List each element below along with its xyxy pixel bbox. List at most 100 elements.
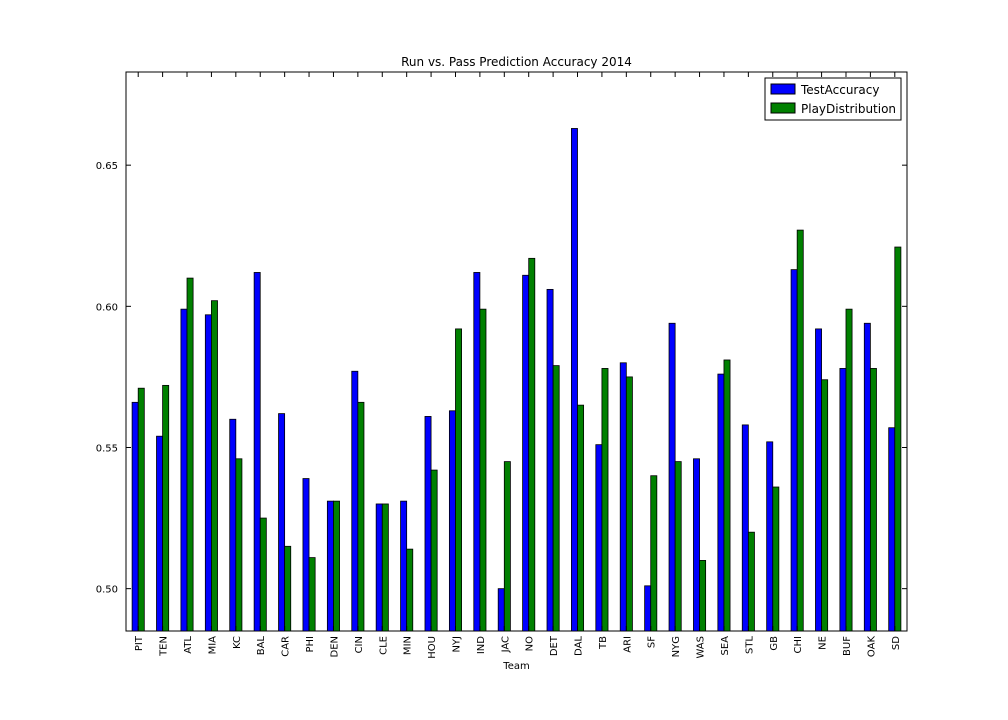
y-tick-label: 0.50	[96, 585, 118, 596]
bar-tb-testaccuracy	[595, 444, 603, 632]
bar-sd-playdistribution	[894, 246, 902, 632]
x-tick-label: TB	[598, 636, 609, 650]
x-tick-label: PIT	[134, 635, 145, 651]
x-tick-label: CLE	[378, 636, 389, 655]
bar-det-playdistribution	[552, 365, 560, 632]
bar-dal-playdistribution	[577, 404, 585, 632]
x-tick-label: NE	[818, 636, 829, 650]
y-tick-label: 0.65	[96, 161, 118, 172]
x-tick-label: BAL	[256, 636, 267, 656]
bar-bal-playdistribution	[259, 517, 267, 632]
x-axis-label: Team	[502, 661, 529, 672]
x-tick-label: IND	[476, 636, 487, 654]
bar-ind-testaccuracy	[473, 272, 481, 632]
x-tick-label: CHI	[793, 636, 804, 653]
legend-label-play-distribution: PlayDistribution	[801, 102, 896, 116]
legend: TestAccuracy PlayDistribution	[764, 77, 902, 121]
x-tick-label: DEN	[329, 636, 340, 658]
bar-hou-playdistribution	[430, 469, 438, 632]
bar-ten-playdistribution	[162, 384, 170, 632]
bar-car-playdistribution	[284, 545, 292, 632]
bar-sd-testaccuracy	[888, 427, 896, 632]
bar-nyj-testaccuracy	[448, 410, 456, 632]
bar-nyg-playdistribution	[674, 461, 682, 632]
bar-ne-playdistribution	[821, 379, 829, 632]
x-tick-label: NYJ	[451, 636, 462, 653]
plot-area	[125, 71, 908, 632]
bar-ari-playdistribution	[625, 376, 633, 632]
bar-den-playdistribution	[333, 500, 340, 632]
bar-nyg-testaccuracy	[668, 322, 676, 632]
bar-bal-testaccuracy	[253, 272, 261, 632]
bar-kc-testaccuracy	[229, 418, 237, 632]
bar-car-testaccuracy	[278, 413, 286, 632]
bars	[131, 128, 902, 632]
bar-no-playdistribution	[528, 257, 536, 632]
chart-title: Run vs. Pass Prediction Accuracy 2014	[401, 55, 632, 69]
bar-min-testaccuracy	[400, 500, 408, 632]
x-axis: PIT TEN ATL MIA KC BAL CAR PHI DEN CIN CLE MIN HOU NY…	[134, 72, 902, 659]
bar-buf-testaccuracy	[839, 368, 847, 632]
bar-chi-playdistribution	[796, 229, 804, 632]
bar-ind-playdistribution	[479, 308, 487, 632]
bar-no-testaccuracy	[522, 274, 530, 632]
bar-den-testaccuracy	[326, 500, 334, 632]
bar-hou-testaccuracy	[424, 416, 432, 632]
bar-cin-playdistribution	[357, 401, 365, 632]
x-tick-label: DAL	[574, 636, 585, 656]
x-tick-label: GB	[769, 636, 780, 651]
x-tick-label: ATL	[183, 636, 194, 654]
y-axis: 0.50 0.55 0.60 0.65	[96, 161, 907, 596]
bar-cle-playdistribution	[381, 503, 389, 632]
bar-mia-testaccuracy	[204, 314, 212, 632]
bar-phi-playdistribution	[308, 557, 316, 632]
legend-swatch-play-distribution	[770, 102, 796, 114]
bar-dal-testaccuracy	[571, 128, 578, 632]
x-tick-label: CIN	[354, 636, 365, 653]
y-tick-label: 0.55	[96, 443, 118, 454]
bar-mia-playdistribution	[211, 300, 218, 632]
bar-stl-playdistribution	[747, 531, 755, 632]
x-tick-label: MIN	[403, 636, 414, 655]
bar-ne-testaccuracy	[815, 328, 822, 632]
x-tick-label: WAS	[696, 636, 707, 659]
bar-oak-testaccuracy	[863, 322, 871, 632]
x-tick-label: OAK	[866, 636, 877, 658]
x-tick-label: SD	[891, 636, 902, 650]
bar-atl-testaccuracy	[180, 308, 188, 632]
bar-cle-testaccuracy	[375, 503, 383, 632]
x-tick-label: STL	[744, 636, 755, 654]
x-tick-label: SEA	[720, 636, 731, 656]
x-tick-label: KC	[232, 636, 243, 649]
bar-ari-testaccuracy	[619, 362, 627, 632]
x-tick-label: CAR	[281, 636, 292, 657]
bar-phi-testaccuracy	[302, 478, 310, 632]
x-tick-label: TEN	[159, 636, 170, 657]
bar-tb-playdistribution	[601, 368, 609, 632]
bar-gb-playdistribution	[772, 486, 780, 632]
bar-buf-playdistribution	[845, 308, 853, 632]
bar-nyj-playdistribution	[455, 328, 462, 632]
x-tick-label: HOU	[427, 636, 438, 659]
bar-was-playdistribution	[699, 560, 707, 632]
bar-det-testaccuracy	[546, 288, 554, 632]
bar-atl-playdistribution	[186, 277, 194, 632]
legend-label-test-accuracy: TestAccuracy	[800, 83, 879, 97]
bar-sf-playdistribution	[650, 475, 658, 632]
bar-pit-playdistribution	[137, 387, 145, 632]
bar-cin-testaccuracy	[351, 370, 359, 632]
bar-oak-playdistribution	[869, 368, 877, 632]
x-tick-label: ARI	[622, 636, 633, 653]
bar-sea-testaccuracy	[717, 373, 725, 632]
bar-sea-playdistribution	[723, 359, 731, 632]
bar-gb-testaccuracy	[766, 441, 774, 632]
x-tick-label: DET	[549, 635, 560, 656]
legend-swatch-test-accuracy	[770, 83, 796, 95]
bar-ten-testaccuracy	[156, 435, 164, 632]
x-tick-label: NO	[525, 636, 536, 651]
bar-jac-playdistribution	[503, 461, 511, 632]
y-tick-label: 0.60	[96, 302, 118, 313]
bar-min-playdistribution	[406, 548, 414, 632]
x-tick-label: BUF	[842, 636, 853, 656]
x-tick-label: NYG	[671, 636, 682, 657]
